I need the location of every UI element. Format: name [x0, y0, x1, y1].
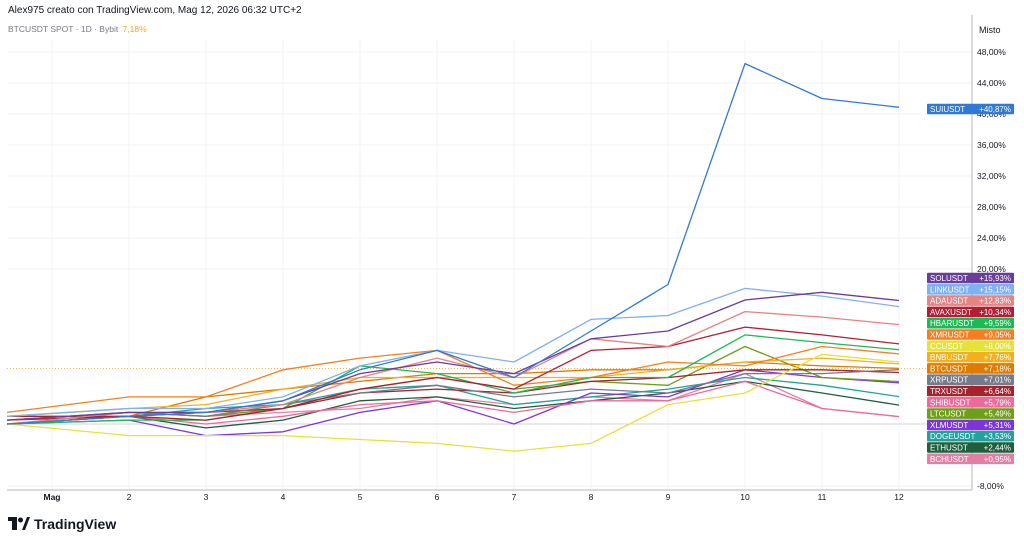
series-label-value-adausdt: +12,83%: [979, 297, 1011, 306]
series-label-name-dogeusdt: DOGEUSDT: [930, 432, 975, 441]
x-tick-label: 11: [818, 492, 827, 502]
series-label-name-ltcusdt: LTCUSDT: [930, 410, 966, 419]
x-tick-label: 2: [127, 492, 132, 502]
series-label-bg-ltcusdt[interactable]: [927, 408, 1014, 419]
x-tick-label: 4: [281, 492, 286, 502]
series-label-value-linkusdt: +15,15%: [979, 285, 1011, 294]
series-label-bg-btcusdt[interactable]: [927, 363, 1014, 374]
series-label-name-trxusdt: TRXUSDT: [930, 387, 968, 396]
price-scale-mode[interactable]: Misto: [979, 25, 1001, 35]
series-label-bg-xrpusdt[interactable]: [927, 374, 1014, 385]
series-label-name-linkusdt: LINKUSDT: [930, 285, 970, 294]
series-line-ethusdt[interactable]: [6, 380, 900, 429]
y-tick-label: 44,00%: [977, 78, 1006, 88]
series-label-value-suiusdt: +40,87%: [979, 105, 1011, 114]
series-label-name-hbarusdt: HBARUSDT: [930, 319, 974, 328]
y-tick-label: 48,00%: [977, 47, 1006, 57]
series-line-xlmusdt[interactable]: [6, 369, 900, 437]
series-label-bg-adausdt[interactable]: [927, 295, 1014, 306]
x-tick-label: 12: [894, 492, 904, 502]
series-label-name-bnbusdt: BNBUSDT: [930, 353, 968, 362]
series-label-name-shibusdt: SHIBUSDT: [930, 398, 971, 407]
series-label-value-xmrusdt: +9,05%: [984, 331, 1011, 340]
series-label-bg-xlmusdt[interactable]: [927, 419, 1014, 431]
series-label-value-hbarusdt: +9,59%: [984, 319, 1011, 328]
series-label-name-btcusdt: BTCUSDT: [930, 364, 968, 373]
series-label-name-suiusdt: SUIUSDT: [930, 105, 965, 114]
series-label-bg-trxusdt[interactable]: [927, 385, 1014, 397]
series-line-bnbusdt[interactable]: [6, 357, 900, 417]
x-tick-label: 6: [435, 492, 440, 502]
series-label-value-bchusdt: +0,95%: [984, 455, 1011, 464]
series-label-value-solusdt: +15,93%: [979, 274, 1011, 283]
y-tick-label: 24,00%: [977, 233, 1006, 243]
series-label-bg-xmrusdt[interactable]: [927, 329, 1014, 340]
x-tick-label: 5: [358, 492, 363, 502]
series-label-value-avaxusdt: +10,34%: [979, 308, 1011, 317]
series-label-name-xrpusdt: XRPUSDT: [930, 376, 968, 385]
series-label-value-bnbusdt: +7,76%: [984, 353, 1011, 362]
series-label-value-btcusdt: +7,18%: [984, 364, 1011, 373]
series-label-value-dogeusdt: +3,53%: [984, 432, 1011, 441]
series-label-value-trxusdt: +6,64%: [984, 387, 1011, 396]
series-label-value-ltcusdt: +5,49%: [984, 410, 1011, 419]
series-label-value-ethusdt: +2,44%: [984, 444, 1011, 453]
series-label-name-xmrusdt: XMRUSDT: [930, 331, 970, 340]
x-tick-label: Mag: [44, 492, 61, 502]
series-label-value-shibusdt: +5,79%: [984, 398, 1011, 407]
series-line-dogeusdt[interactable]: [6, 376, 900, 425]
symbol-change: 7,18%: [122, 24, 147, 34]
x-tick-label: 8: [589, 492, 594, 502]
series-label-bg-hbarusdt[interactable]: [927, 317, 1014, 329]
series-label-name-xlmusdt: XLMUSDT: [930, 421, 968, 430]
y-tick-label: 32,00%: [977, 171, 1006, 181]
series-line-ccusdt[interactable]: [6, 353, 900, 452]
y-tick-label: -8,00%: [977, 481, 1004, 491]
series-label-value-ccusdt: +8,00%: [984, 342, 1011, 351]
series-label-bg-avaxusdt[interactable]: [927, 306, 1014, 318]
x-tick-label: 10: [740, 492, 750, 502]
series-line-linkusdt[interactable]: [6, 287, 900, 417]
series-label-bg-ethusdt[interactable]: [927, 442, 1014, 453]
series-label-name-bchusdt: BCHUSDT: [930, 455, 969, 464]
symbol-name: BTCUSDT SPOT · 1D · Bybit: [8, 24, 119, 34]
series-label-bg-dogeusdt[interactable]: [927, 430, 1014, 442]
y-tick-label: 36,00%: [977, 140, 1006, 150]
tradingview-logo: TradingView: [8, 516, 116, 532]
tradingview-logo-icon: [8, 517, 30, 530]
series-label-name-ethusdt: ETHUSDT: [930, 444, 968, 453]
series-label-bg-shibusdt[interactable]: [927, 397, 1014, 408]
series-label-bg-solusdt[interactable]: [927, 272, 1014, 284]
series-label-name-adausdt: ADAUSDT: [930, 297, 968, 306]
series-line-avaxusdt[interactable]: [6, 326, 900, 421]
brand-name: TradingView: [34, 516, 117, 532]
series-line-suiusdt[interactable]: [6, 62, 900, 425]
chart-header: Alex975 creato con TradingView.com, Mag …: [8, 5, 302, 16]
symbol-legend[interactable]: BTCUSDT SPOT · 1D · Bybit 7,18%: [8, 24, 147, 34]
series-label-bg-bnbusdt[interactable]: [927, 351, 1014, 363]
x-tick-label: 7: [512, 492, 517, 502]
series-label-bg-ccusdt[interactable]: [927, 340, 1014, 352]
series-label-value-xlmusdt: +5,31%: [984, 421, 1011, 430]
series-label-name-ccusdt: CCUSDT: [930, 342, 963, 351]
series-line-trxusdt[interactable]: [7, 369, 900, 417]
series-line-adausdt[interactable]: [6, 310, 900, 425]
x-tick-label: 9: [666, 492, 671, 502]
series-label-bg-bchusdt[interactable]: [927, 453, 1014, 465]
y-tick-label: 28,00%: [977, 202, 1006, 212]
series-label-name-avaxusdt: AVAXUSDT: [930, 308, 972, 317]
series-line-xrpusdt[interactable]: [6, 369, 900, 421]
series-label-bg-linkusdt[interactable]: [927, 284, 1014, 295]
x-tick-label: 3: [204, 492, 209, 502]
y-tick-label: 20,00%: [977, 264, 1006, 274]
series-label-value-xrpusdt: +7,01%: [984, 376, 1011, 385]
series-label-bg-suiusdt[interactable]: [927, 103, 1014, 115]
series-label-name-solusdt: SOLUSDT: [930, 274, 968, 283]
